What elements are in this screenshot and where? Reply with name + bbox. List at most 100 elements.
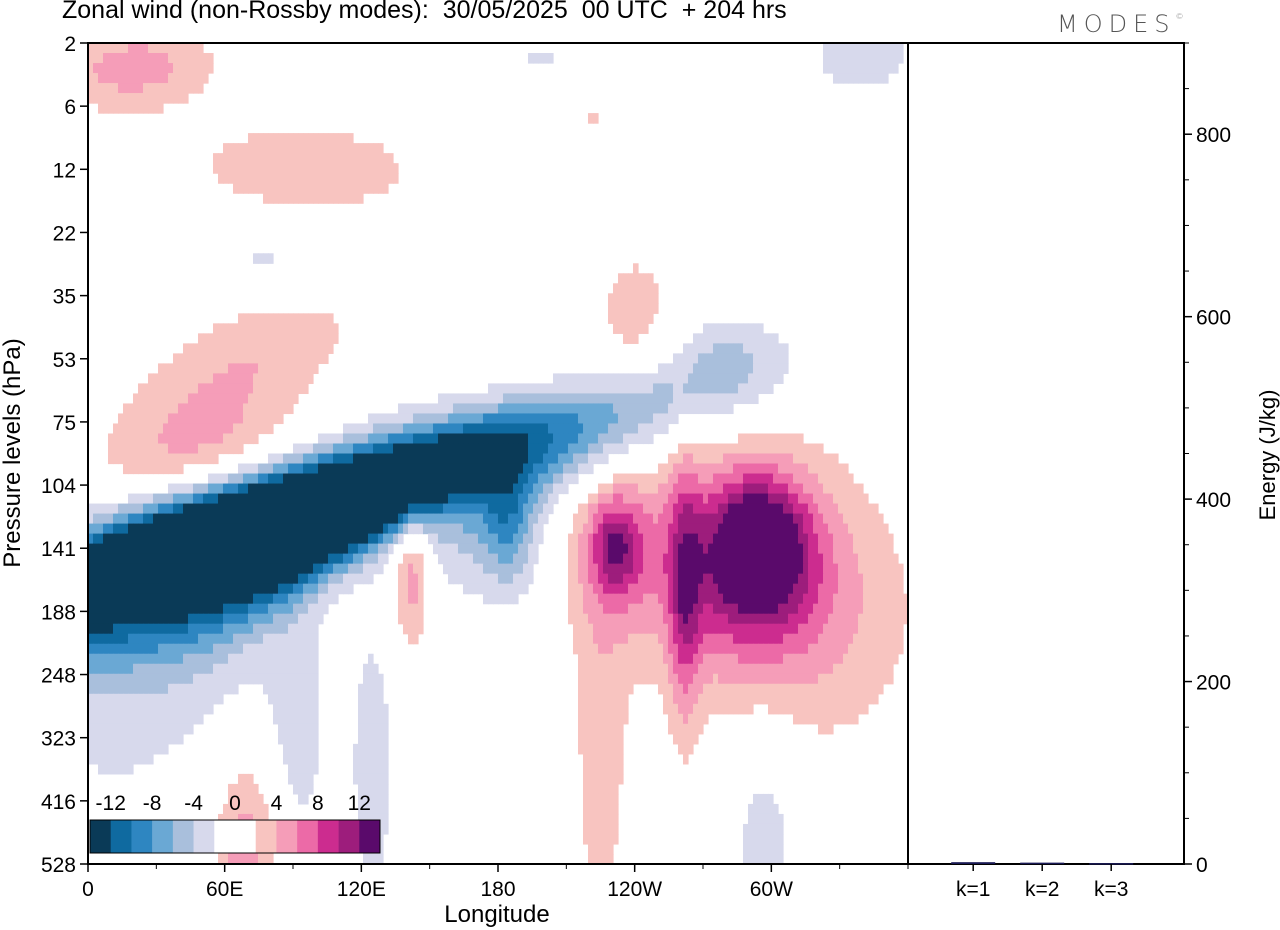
heatmap-cell	[698, 553, 704, 565]
heatmap-cell	[573, 643, 579, 655]
heatmap-cell	[283, 523, 289, 535]
heatmap-cell	[503, 563, 509, 575]
heatmap-cell	[573, 573, 579, 585]
heatmap-cell	[638, 653, 644, 665]
heatmap-cell	[278, 163, 284, 174]
heatmap-cell	[103, 623, 109, 635]
heatmap-cell	[228, 573, 234, 585]
heatmap-cell	[218, 583, 224, 595]
heatmap-cell	[413, 623, 419, 635]
heatmap-cell	[268, 163, 274, 174]
heatmap-cell	[513, 523, 519, 535]
heatmap-cell	[208, 583, 214, 595]
heatmap-cell	[333, 593, 339, 605]
heatmap-cell	[823, 623, 829, 635]
heatmap-cell	[418, 423, 424, 435]
heatmap-cell	[518, 453, 524, 465]
heatmap-cell	[828, 593, 834, 605]
heatmap-cell	[728, 623, 734, 635]
heatmap-cell	[753, 493, 759, 505]
heatmap-cell	[648, 643, 654, 655]
heatmap-cell	[803, 613, 809, 625]
heatmap-cell	[588, 393, 594, 405]
heatmap-cell	[803, 473, 809, 485]
heatmap-cell	[638, 383, 644, 395]
heatmap-cell	[468, 543, 474, 555]
heatmap-cell	[663, 403, 669, 415]
heatmap-cell	[573, 403, 579, 415]
heatmap-cell	[588, 613, 594, 625]
heatmap-cell	[598, 493, 604, 505]
heatmap-cell	[338, 493, 344, 505]
heatmap-cell	[418, 563, 424, 575]
heatmap-cell	[663, 643, 669, 655]
heatmap-cell	[678, 633, 684, 645]
heatmap-cell	[233, 503, 239, 515]
heatmap-cell	[233, 323, 239, 334]
heatmap-cell	[558, 413, 564, 425]
heatmap-cell	[163, 713, 169, 725]
heatmap-cell	[728, 493, 734, 505]
heatmap-cell	[183, 83, 189, 94]
heatmap-cell	[618, 373, 624, 385]
heatmap-cell	[858, 543, 864, 555]
heatmap-cell	[303, 673, 309, 685]
heatmap-cell	[283, 603, 289, 615]
heatmap-cell	[848, 613, 854, 625]
heatmap-cell	[168, 513, 174, 525]
heatmap-cell	[343, 193, 349, 204]
heatmap-cell	[648, 293, 654, 304]
heatmap-cell	[798, 563, 804, 575]
heatmap-cell	[418, 623, 424, 635]
heatmap-cell	[303, 513, 309, 525]
heatmap-cell	[723, 703, 729, 715]
heatmap-cell	[208, 573, 214, 585]
heatmap-cell	[93, 573, 99, 585]
heatmap-cell	[783, 693, 789, 705]
heatmap-cell	[453, 493, 459, 505]
heatmap-cell	[578, 383, 584, 395]
heatmap-cell	[113, 423, 119, 435]
heatmap-cell	[308, 193, 314, 204]
heatmap-cell	[228, 413, 234, 425]
heatmap-cell	[628, 333, 634, 344]
heatmap-cell	[738, 593, 744, 605]
heatmap-cell	[233, 683, 239, 695]
heatmap-cell	[463, 533, 469, 545]
heatmap-cell	[733, 523, 739, 535]
heatmap-cell	[838, 673, 844, 685]
heatmap-cell	[403, 423, 409, 435]
heatmap-cell	[848, 473, 854, 485]
heatmap-cell	[748, 443, 754, 455]
heatmap-cell	[853, 543, 859, 555]
heatmap-cell	[838, 513, 844, 525]
heatmap-cell	[308, 543, 314, 555]
heatmap-cell	[318, 153, 324, 164]
heatmap-cell	[418, 603, 424, 615]
heatmap-cell	[348, 453, 354, 465]
heatmap-cell	[498, 443, 504, 455]
heatmap-cell	[178, 383, 184, 395]
heatmap-cell	[183, 723, 189, 735]
heatmap-cell	[203, 653, 209, 665]
heatmap-cell	[708, 623, 714, 635]
heatmap-cell	[448, 453, 454, 465]
heatmap-cell	[243, 363, 249, 374]
heatmap-cell	[148, 653, 154, 665]
heatmap-cell	[703, 353, 709, 364]
heatmap-cell	[343, 443, 349, 455]
heatmap-cell	[683, 583, 689, 595]
heatmap-cell	[633, 593, 639, 605]
heatmap-cell	[713, 453, 719, 465]
heatmap-cell	[768, 563, 774, 575]
heatmap-cell	[168, 563, 174, 575]
heatmap-cell	[778, 353, 784, 364]
heatmap-cell	[288, 703, 294, 715]
heatmap-cell	[278, 503, 284, 515]
heatmap-cell	[133, 43, 139, 54]
heatmap-cell	[358, 153, 364, 164]
heatmap-cell	[798, 613, 804, 625]
heatmap-cell	[173, 653, 179, 665]
heatmap-cell	[303, 553, 309, 565]
heatmap-cell	[368, 723, 374, 735]
